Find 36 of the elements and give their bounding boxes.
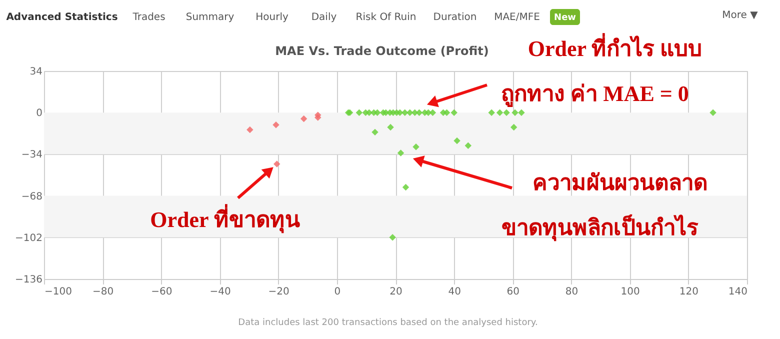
chart-title: MAE Vs. Trade Outcome (Profit) [275,44,489,58]
x-tick-label: 0 [334,286,341,298]
text: Daily [311,12,337,23]
x-tick-label: 140 [728,286,748,298]
y-tick-label: 0 [36,108,42,120]
text: Trades [132,12,166,23]
x-tick-label: 100 [620,286,640,298]
x-tick-label: −40 [210,286,231,298]
x-tick-label: −20 [268,286,290,298]
x-tick-label: 20 [390,286,402,298]
x-tick-label: −100 [44,286,72,298]
y-tick-label: −136 [15,274,42,286]
x-tick-label: 40 [448,286,461,298]
x-tick-label: 80 [565,286,578,298]
text: Duration [433,12,477,23]
y-tick-label: 34 [30,66,42,78]
text: Order ที่กำไร แบบ [528,32,702,61]
annotation: ถูกทาง ค่า MAE = 0 [501,81,689,108]
y-tick-label: −68 [21,191,42,202]
text: More ▼ [722,10,758,21]
annotation: ความผันผวนตลาด [532,170,708,195]
text: Summary [186,12,234,23]
annotation: ขาดทุนพลิกเป็นกำไร [502,213,698,242]
y-tick-label: −34 [21,150,42,161]
y-tick-label: −102 [15,232,42,244]
x-tick-label: 60 [506,286,520,298]
x-tick-label: 120 [679,286,698,298]
x-tick-label: −80 [92,286,114,298]
text: MAE/MFE [494,12,540,23]
text: New [554,13,576,23]
text: Hourly [256,12,288,23]
x-tick-label: −60 [151,286,172,298]
text: Risk Of Ruin [356,12,416,23]
text: Data includes last 200 transactions based on the analysed history. [238,318,538,328]
annotation: Order ที่ขาดทุน [150,203,300,234]
text: Advanced Statistics [6,12,118,23]
